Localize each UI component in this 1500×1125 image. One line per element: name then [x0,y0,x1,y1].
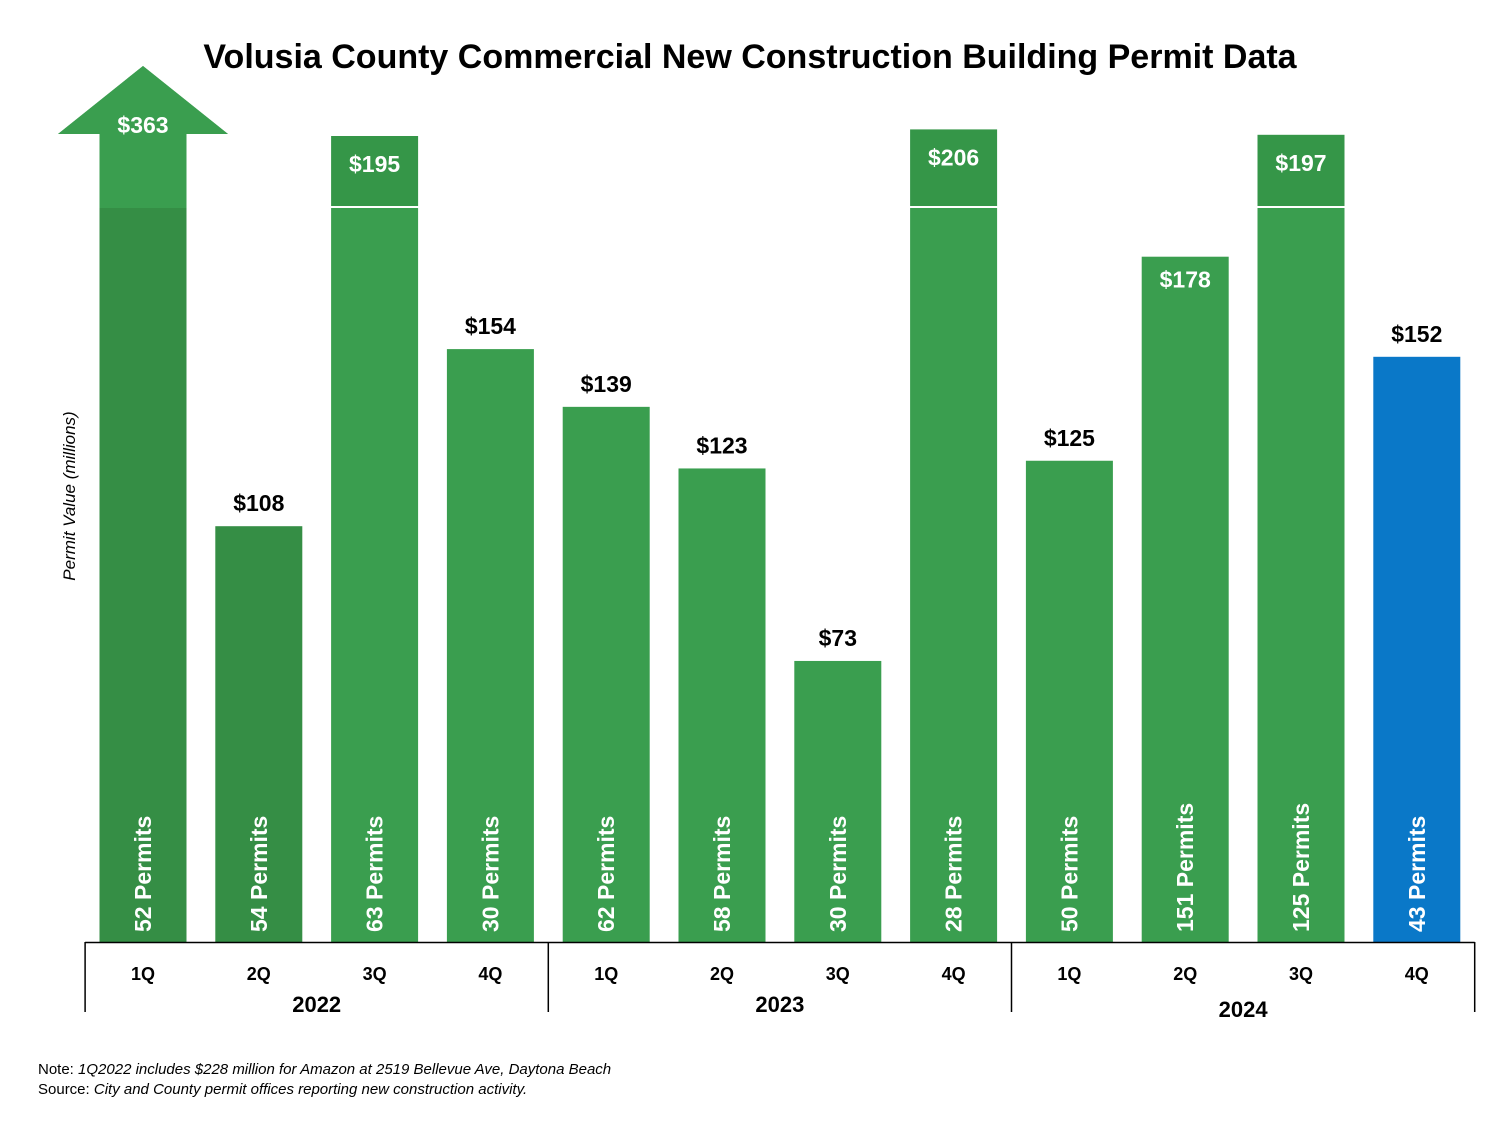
bar-value-label: $125 [1044,425,1095,451]
x-tick-label: 2Q [710,964,734,984]
x-tick-label: 4Q [478,964,502,984]
note-text: 1Q2022 includes $228 million for Amazon … [78,1061,612,1078]
note-label: Note: [38,1061,74,1078]
x-tick-label: 1Q [131,964,155,984]
permit-count-label: 28 Permits [941,816,967,932]
bar [910,208,998,942]
permit-count-label: 63 Permits [362,816,388,932]
bar [446,349,534,943]
bar-value-label: $152 [1391,321,1442,347]
bar-value-label: $154 [465,313,516,339]
x-tick-label: 2Q [247,964,271,984]
bar-cap [910,129,998,206]
bar [331,208,419,942]
bar-value-label: $206 [928,144,979,170]
permit-count-label: 58 Permits [709,816,735,932]
bar-value-label: $73 [819,625,857,651]
arrow-head [58,66,228,134]
bar [1373,356,1461,942]
bar [794,660,882,942]
year-label: 2023 [755,992,804,1017]
permit-count-label: 125 Permits [1288,803,1314,932]
bar [1141,256,1229,942]
bar-cap [1257,134,1345,206]
x-tick-label: 3Q [363,964,387,984]
bar-value-label: $178 [1160,267,1211,293]
year-label: 2022 [292,992,341,1017]
source-text: City and County permit offices reporting… [93,1081,528,1098]
bar-value-label: $363 [117,112,168,138]
permit-count-label: 52 Permits [130,816,156,932]
x-tick-label: 3Q [826,964,850,984]
source-label: Source: [38,1081,90,1098]
bar [99,203,187,942]
source-line: Source: City and County permit offices r… [38,1080,611,1100]
footnotes: Note: 1Q2022 includes $228 million for A… [38,1060,611,1100]
bar-value-label: $139 [581,371,632,397]
x-tick-label: 4Q [942,964,966,984]
x-tick-label: 1Q [594,964,618,984]
permit-count-label: 43 Permits [1404,816,1430,932]
note-line: Note: 1Q2022 includes $228 million for A… [38,1060,611,1080]
bar [1257,208,1345,942]
y-axis-label: Permit Value (millions) [60,411,79,580]
bar [1025,460,1113,942]
x-axis: 1Q 2Q 3Q 4Q 1Q 2Q 3Q 4Q 1Q 2Q 3Q 4Q 2022 2023 2024 [84,941,1476,1022]
bar [678,468,766,942]
x-tick-label: 2Q [1173,964,1197,984]
x-tick-label: 4Q [1405,964,1429,984]
x-tick-label: 3Q [1289,964,1313,984]
permit-count-label: 30 Permits [825,816,851,932]
arrow-shaft [99,133,187,208]
permit-count-label: 54 Permits [246,816,272,932]
bars-layer: $363 52 Permits $108 54 Permits $195 63 Permi… [58,66,1461,943]
permit-count-label: 62 Permits [593,816,619,932]
bar [562,406,650,943]
bar-value-label: $195 [349,151,400,177]
year-label: 2024 [1219,997,1269,1022]
bar-cap [331,136,419,206]
bar-value-label: $123 [696,432,747,458]
permit-count-label: 50 Permits [1056,816,1082,932]
bar [215,526,303,942]
bar-value-label: $108 [233,490,284,516]
permit-count-label: 30 Permits [477,816,503,932]
chart-title: Volusia County Commercial New Constructi… [203,38,1297,76]
x-tick-label: 1Q [1057,964,1081,984]
permit-count-label: 151 Permits [1172,803,1198,932]
bar-value-label: $197 [1275,150,1326,176]
